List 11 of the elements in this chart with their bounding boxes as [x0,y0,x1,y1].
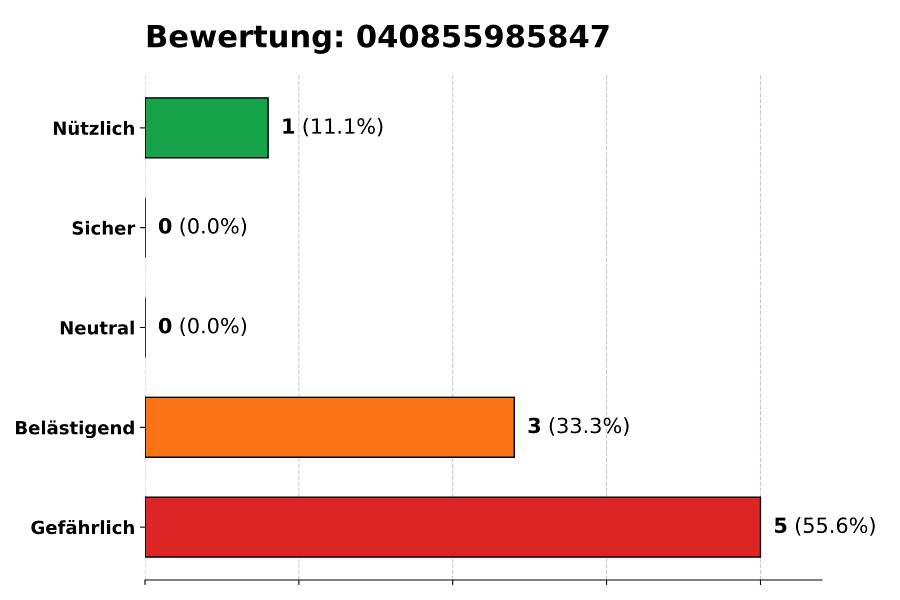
data-label: 5 (55.6%) [774,517,875,536]
y-tick-label: Gefährlich [31,520,134,534]
y-tick-label: Belästigend [16,420,134,438]
data-label: 0 (0.0%) [158,218,246,236]
data-label: 0 (0.0%) [158,317,246,336]
y-tick-label: Nützlich [54,120,134,136]
y-tick-label: Neutral [60,320,134,335]
y-tick-label: Sicher [72,220,136,235]
data-label: 3 (33.3%) [528,417,629,436]
data-label: 1 (11.1%) [283,118,382,136]
chart-title: Bewertung: 040855985847 [148,24,609,54]
